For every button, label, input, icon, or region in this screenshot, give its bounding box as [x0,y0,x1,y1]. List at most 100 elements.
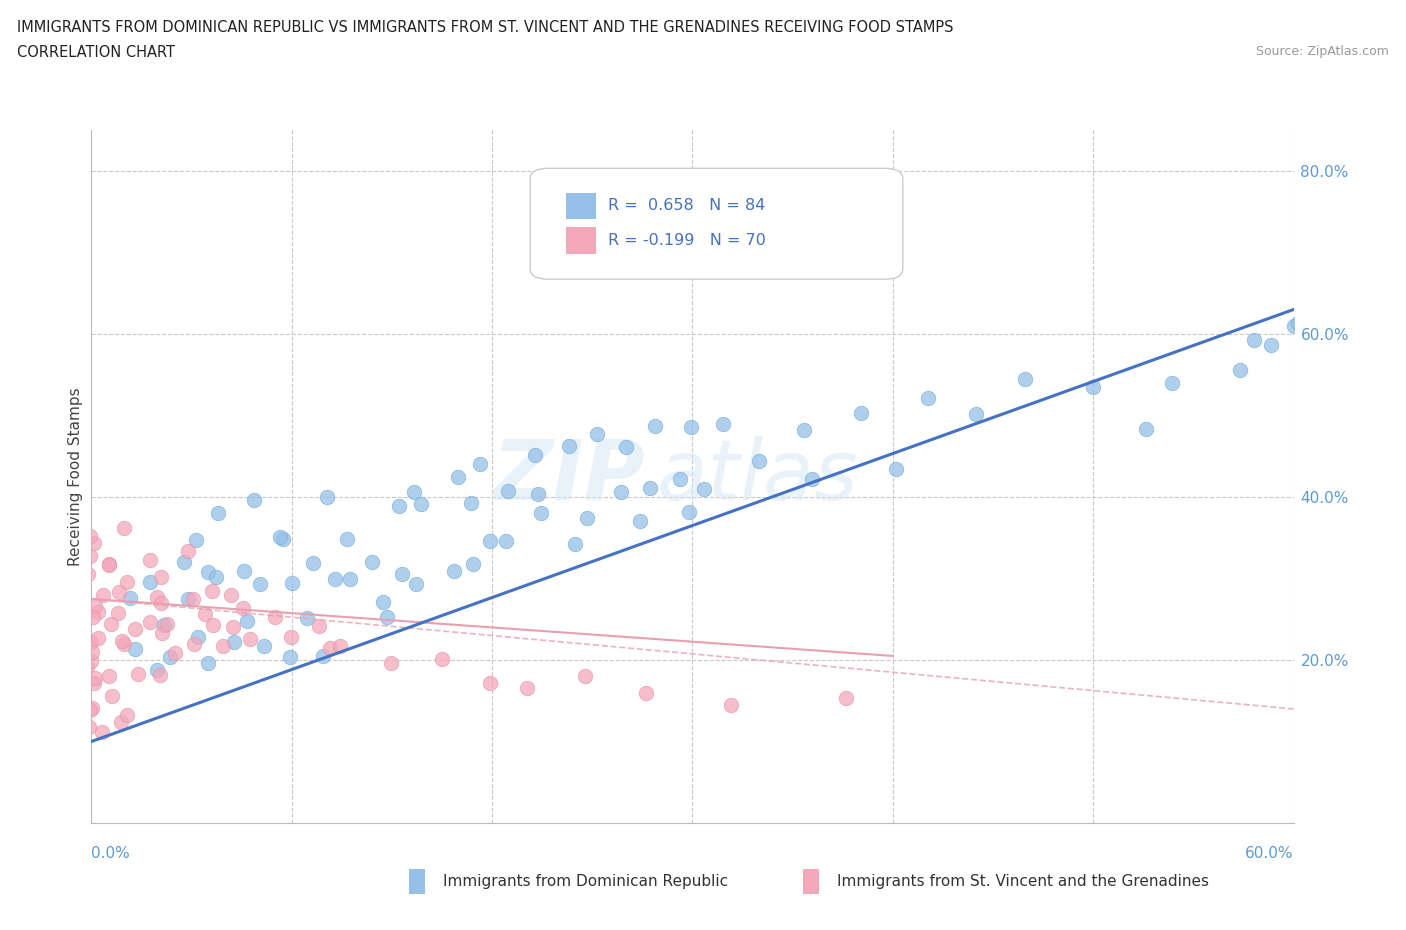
Point [558,439,581,454]
Point [127,667,149,682]
Point [83,671,105,685]
Point [1243,333,1265,348]
Point [387,498,409,513]
Point [202,618,225,632]
Point [443,564,465,578]
Point [108,584,131,599]
Point [523,447,546,462]
Point [83,676,105,691]
Text: IMMIGRANTS FROM DOMINICAN REPUBLIC VS IMMIGRANTS FROM ST. VINCENT AND THE GRENAD: IMMIGRANTS FROM DOMINICAN REPUBLIC VS IM… [17,20,953,35]
Point [720,698,742,712]
Point [79,703,101,718]
Point [110,633,132,648]
Point [1229,363,1251,378]
FancyBboxPatch shape [567,227,596,254]
Point [86,631,108,645]
Point [575,511,598,525]
Point [84,599,107,614]
Point [239,631,262,646]
Point [884,461,907,476]
Point [91,588,114,603]
Point [80,634,103,649]
Point [152,618,174,632]
Point [380,656,402,671]
Point [197,655,219,670]
Point [145,663,167,678]
Point [156,617,179,631]
Point [834,691,856,706]
Point [124,621,146,636]
Point [150,595,173,610]
Point [516,681,538,696]
Text: 60.0%: 60.0% [1246,846,1294,861]
Point [79,549,101,564]
Point [574,669,596,684]
Point [432,651,454,666]
Point [478,534,501,549]
Point [965,406,987,421]
Point [243,492,266,507]
Point [273,531,295,546]
Point [117,575,139,590]
Point [69,615,91,630]
Point [205,569,228,584]
Point [530,505,553,520]
Text: R = -0.199   N = 70: R = -0.199 N = 70 [609,232,766,248]
Point [636,685,658,700]
Point [183,636,205,651]
Point [669,472,692,487]
Text: ZIP: ZIP [492,436,644,517]
Point [849,405,872,420]
Point [329,639,352,654]
Point [316,489,339,504]
Point [1284,319,1306,334]
Point [120,591,142,605]
Point [187,630,209,644]
Point [644,418,666,433]
Point [269,529,291,544]
Point [139,552,162,567]
Point [149,570,172,585]
Point [236,614,259,629]
Point [232,564,254,578]
Point [80,654,103,669]
Text: CORRELATION CHART: CORRELATION CHART [17,45,174,60]
Point [101,689,124,704]
Point [232,601,254,616]
Point [1161,375,1184,390]
Point [391,566,413,581]
Point [801,472,824,486]
Point [711,417,734,432]
Point [373,595,395,610]
Point [150,625,173,640]
Point [159,649,181,664]
Point [138,575,160,590]
Point [586,427,609,442]
Point [97,558,120,573]
FancyBboxPatch shape [567,193,596,219]
Point [679,419,702,434]
Point [405,577,427,591]
Point [83,536,105,551]
Point [1378,217,1400,232]
Point [692,482,714,497]
Point [301,555,323,570]
Point [76,566,98,581]
Point [470,457,492,472]
Point [201,583,224,598]
Point [318,641,340,656]
Point [90,724,112,739]
Point [177,543,200,558]
Point [447,470,470,485]
Point [339,571,361,586]
Point [411,497,433,512]
Point [748,454,770,469]
Point [375,610,398,625]
Point [207,506,229,521]
Text: R =  0.658   N = 84: R = 0.658 N = 84 [609,198,766,213]
Point [614,439,637,454]
Point [336,532,359,547]
Point [281,575,304,590]
Point [478,676,501,691]
Text: Source: ZipAtlas.com: Source: ZipAtlas.com [1256,45,1389,58]
